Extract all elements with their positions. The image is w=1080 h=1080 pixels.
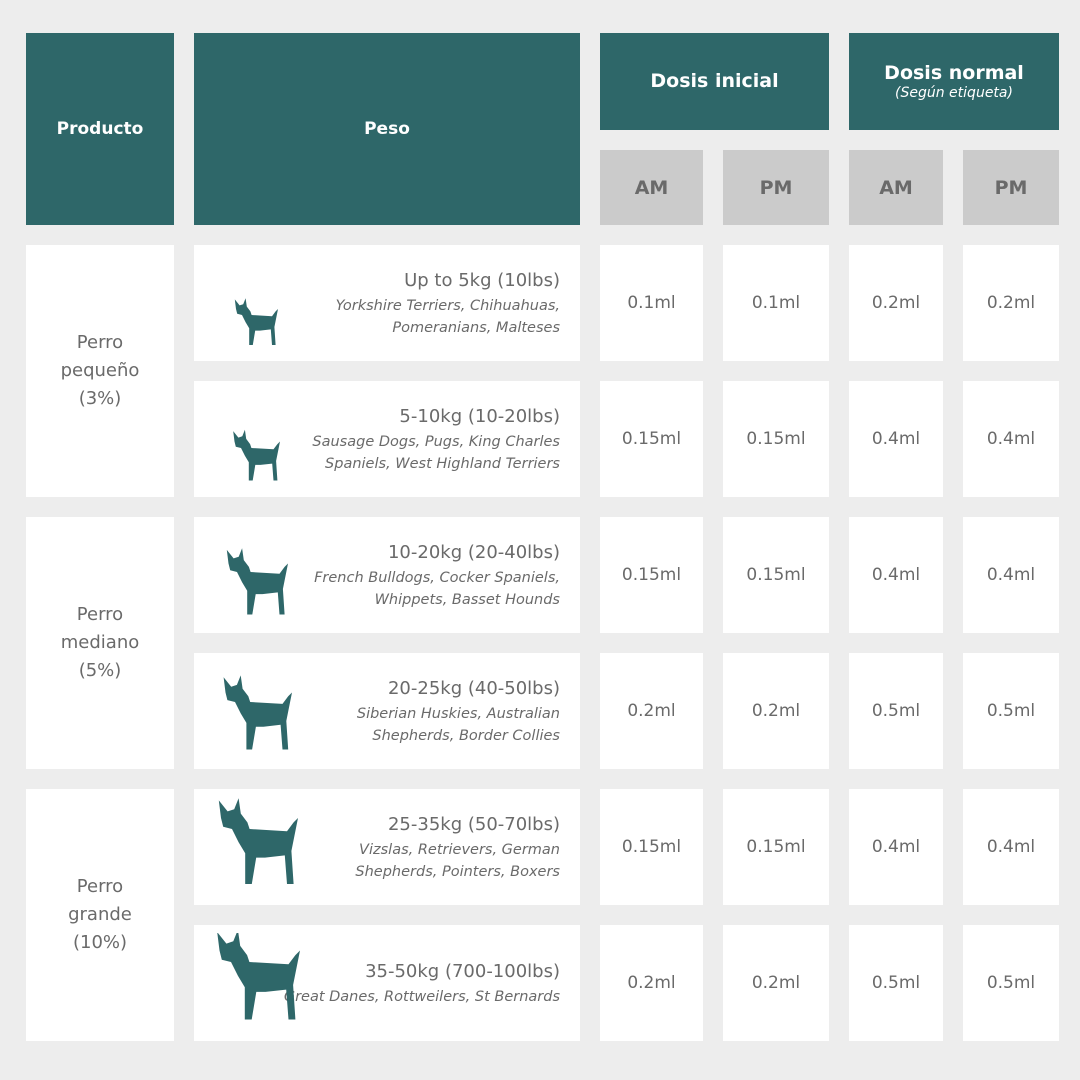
weight-row: 10-20kg (20-40lbs) French Bulldogs, Cock… (194, 517, 580, 633)
header-producto: Producto (26, 33, 174, 225)
dose-ini-am: 0.2ml (600, 653, 703, 769)
weight-range: 25-35kg (50-70lbs) (387, 814, 560, 835)
dose-ini-am: 0.2ml (600, 925, 703, 1041)
header-inicial-am: AM (600, 150, 703, 225)
weight-row: 20-25kg (40-50lbs) Siberian Huskies, Aus… (194, 653, 580, 769)
dose-nor-am: 0.4ml (849, 381, 943, 497)
header-dosis-inicial: Dosis inicial (600, 33, 829, 130)
dose-nor-am: 0.5ml (849, 653, 943, 769)
dose-nor-am: 0.5ml (849, 925, 943, 1041)
dose-nor-am: 0.4ml (849, 517, 943, 633)
weight-row: 5-10kg (10-20lbs) Sausage Dogs, Pugs, Ki… (194, 381, 580, 497)
weight-range: Up to 5kg (10lbs) (404, 270, 560, 291)
breed-examples: Siberian Huskies, Australian Shepherds, … (356, 706, 560, 744)
weight-row: Up to 5kg (10lbs) Yorkshire Terriers, Ch… (194, 245, 580, 361)
dose-ini-pm: 0.15ml (723, 381, 829, 497)
breed-examples: Yorkshire Terriers, Chihuahuas, Pomerani… (335, 298, 560, 336)
dose-nor-pm: 0.4ml (963, 517, 1059, 633)
breed-examples: Great Danes, Rottweilers, St Bernards (283, 989, 560, 1005)
dose-ini-pm: 0.15ml (723, 517, 829, 633)
dosis-normal-subtitle: (Según etiqueta) (895, 84, 1013, 101)
dose-ini-am: 0.1ml (600, 245, 703, 361)
collie-icon (223, 675, 292, 750)
terrier-icon (233, 429, 280, 481)
bulldog-icon (226, 548, 288, 615)
chihuahua-icon (234, 298, 278, 345)
dose-ini-pm: 0.2ml (723, 925, 829, 1041)
dose-ini-am: 0.15ml (600, 789, 703, 905)
dose-nor-pm: 0.4ml (963, 381, 1059, 497)
breed-examples: Vizslas, Retrievers, German Shepherds, P… (355, 842, 560, 880)
mastiff-icon (217, 933, 300, 1020)
header-dosis-normal: Dosis normal (Según etiqueta) (849, 33, 1059, 130)
dose-ini-pm: 0.1ml (723, 245, 829, 361)
header-inicial-pm: PM (723, 150, 829, 225)
dose-ini-am: 0.15ml (600, 517, 703, 633)
dosis-normal-title: Dosis normal (884, 61, 1024, 84)
weight-row: 35-50kg (700-100lbs) Great Danes, Rottwe… (194, 925, 580, 1041)
breed-examples: French Bulldogs, Cocker Spaniels, Whippe… (314, 570, 560, 608)
group-label: Perro grande (10%) (26, 789, 174, 1041)
header-normal-pm: PM (963, 150, 1059, 225)
weight-range: 20-25kg (40-50lbs) (387, 678, 560, 699)
dose-nor-am: 0.4ml (849, 789, 943, 905)
dose-nor-pm: 0.4ml (963, 789, 1059, 905)
dose-nor-pm: 0.5ml (963, 653, 1059, 769)
dose-ini-pm: 0.2ml (723, 653, 829, 769)
group-label: Perro mediano (5%) (26, 517, 174, 769)
pointer-icon (218, 798, 298, 884)
weight-range: 35-50kg (700-100lbs) (365, 961, 560, 982)
dose-nor-pm: 0.2ml (963, 245, 1059, 361)
dose-nor-am: 0.2ml (849, 245, 943, 361)
header-normal-am: AM (849, 150, 943, 225)
header-peso: Peso (194, 33, 580, 225)
group-label: Perro pequeño (3%) (26, 245, 174, 497)
weight-row: 25-35kg (50-70lbs) Vizslas, Retrievers, … (194, 789, 580, 905)
breed-examples: Sausage Dogs, Pugs, King Charles Spaniel… (312, 434, 560, 472)
weight-range: 10-20kg (20-40lbs) (387, 542, 560, 563)
dose-ini-am: 0.15ml (600, 381, 703, 497)
dose-ini-pm: 0.15ml (723, 789, 829, 905)
weight-range: 5-10kg (10-20lbs) (399, 406, 560, 427)
dose-nor-pm: 0.5ml (963, 925, 1059, 1041)
